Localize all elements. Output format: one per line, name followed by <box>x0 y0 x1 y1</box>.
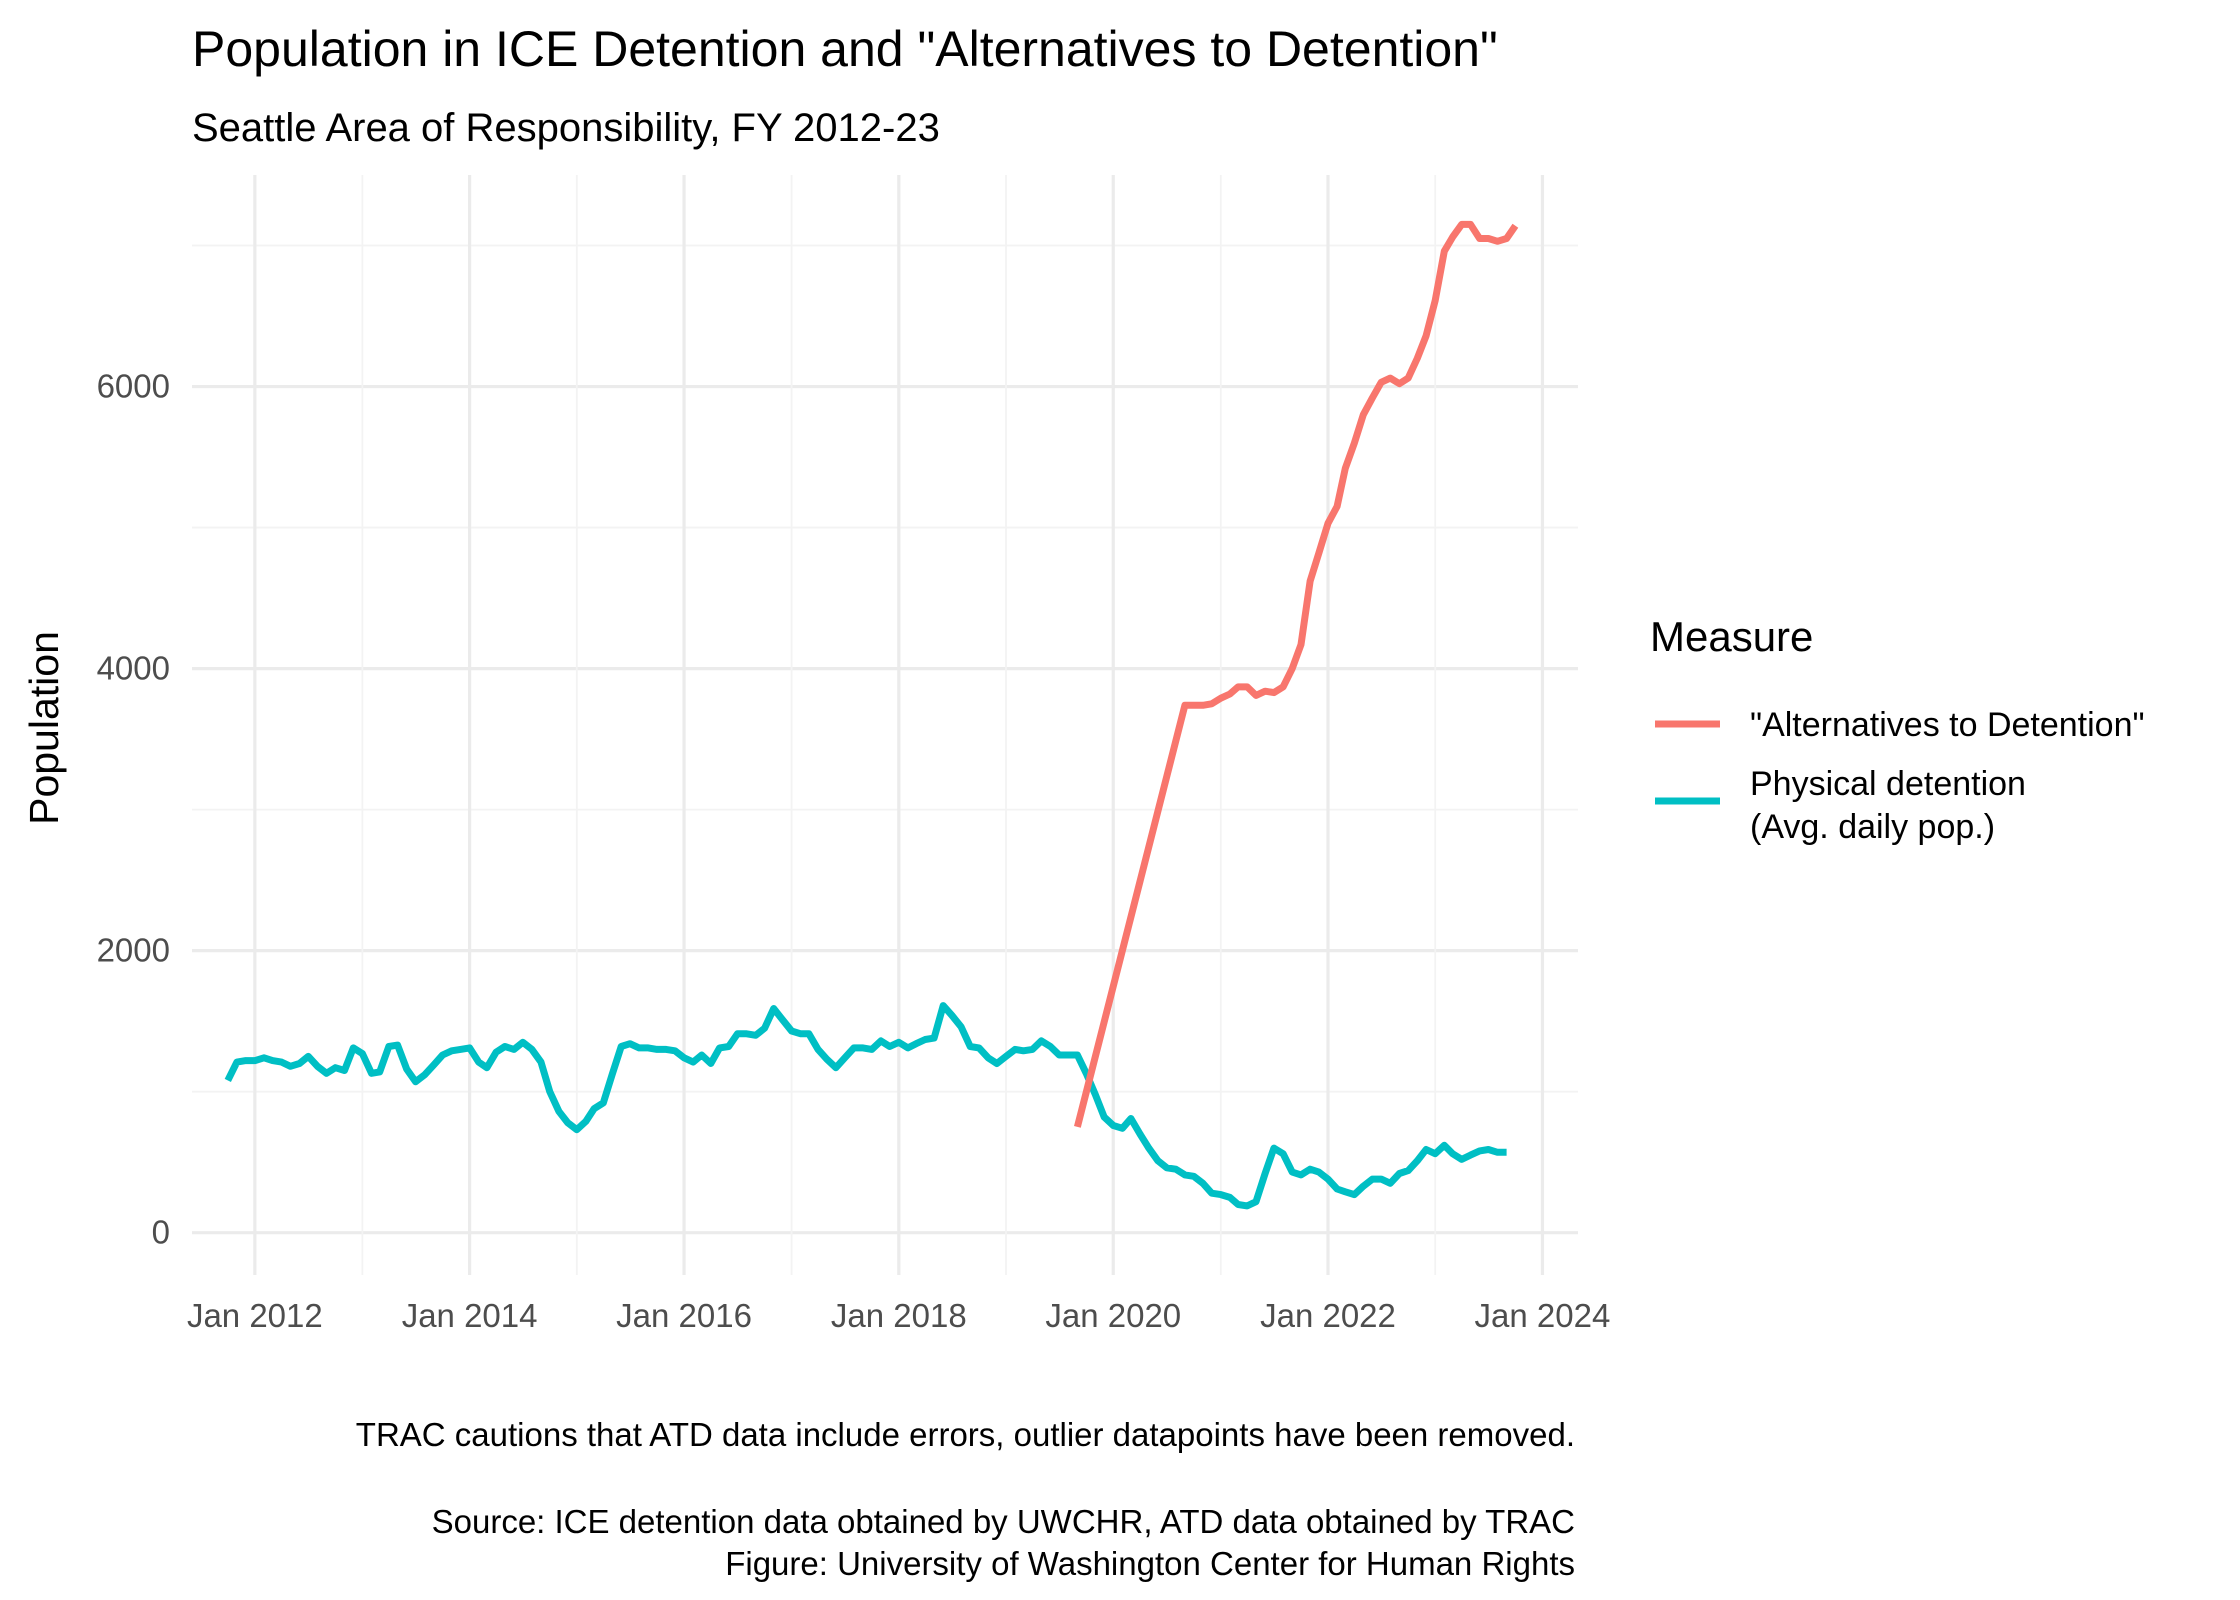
x-tick-label: Jan 2012 <box>187 1297 323 1334</box>
captions: TRAC cautions that ATD data include erro… <box>356 1416 1575 1582</box>
x-tick-label: Jan 2016 <box>616 1297 752 1334</box>
series-layer <box>224 220 1519 1210</box>
grid-lines <box>192 175 1578 1275</box>
y-tick-label: 2000 <box>97 932 170 969</box>
x-tick-label: Jan 2014 <box>402 1297 538 1334</box>
legend-title: Measure <box>1650 613 1813 660</box>
series-line-atd <box>1074 220 1519 1128</box>
legend-label-detention-line2: (Avg. daily pop.) <box>1750 808 1995 846</box>
chart-subtitle: Seattle Area of Responsibility, FY 2012-… <box>192 106 940 150</box>
tick-labels: 0 2000 4000 6000 Jan 2012 Jan 2014 Jan 2016 Jan… <box>97 368 1611 1334</box>
x-tick-label: Jan 2024 <box>1475 1297 1611 1334</box>
legend-label-atd: "Alternatives to Detention" <box>1750 706 2145 744</box>
legend: Measure "Alternatives to Detention" Phys… <box>1650 613 2145 846</box>
legend-label-detention-line1: Physical detention <box>1750 765 2026 803</box>
y-tick-label: 0 <box>152 1214 170 1251</box>
x-tick-label: Jan 2020 <box>1045 1297 1181 1334</box>
y-tick-label: 6000 <box>97 368 170 405</box>
caption-figure: Figure: University of Washington Center … <box>725 1545 1575 1582</box>
caption-source: Source: ICE detention data obtained by U… <box>432 1503 1575 1540</box>
y-tick-label: 4000 <box>97 650 170 687</box>
series-line-detention <box>224 1002 1507 1210</box>
y-axis-label: Population <box>21 631 67 825</box>
chart-title: Population in ICE Detention and "Alterna… <box>192 21 1498 77</box>
caption-note: TRAC cautions that ATD data include erro… <box>356 1416 1575 1453</box>
x-tick-label: Jan 2022 <box>1260 1297 1396 1334</box>
x-tick-label: Jan 2018 <box>831 1297 967 1334</box>
